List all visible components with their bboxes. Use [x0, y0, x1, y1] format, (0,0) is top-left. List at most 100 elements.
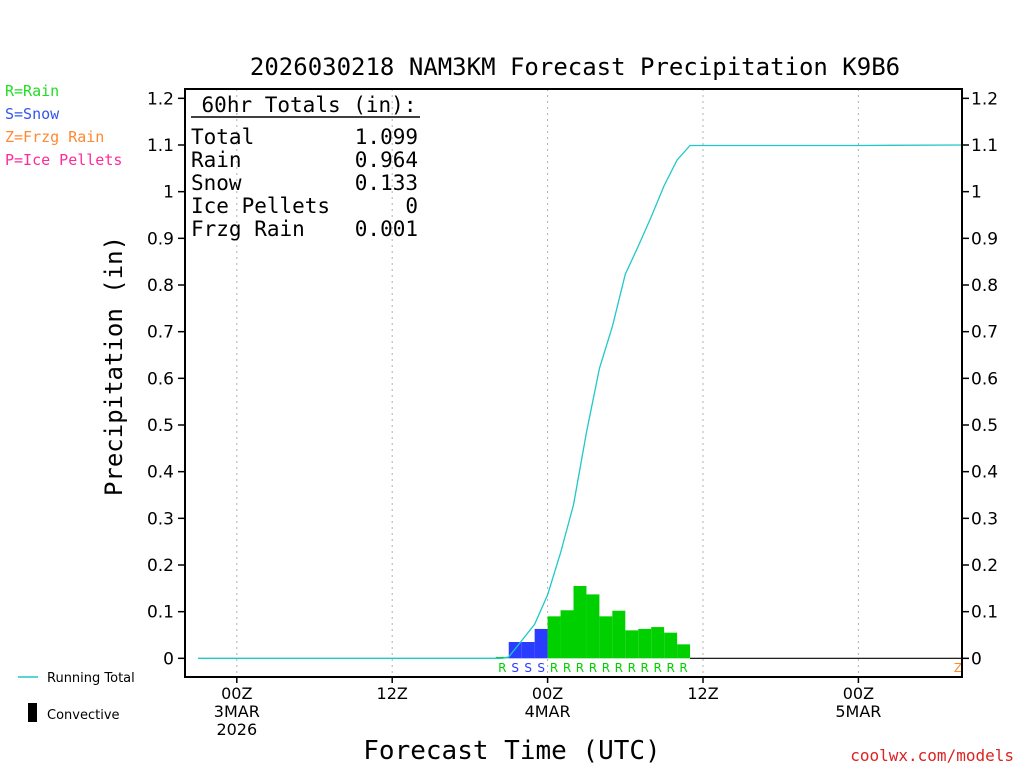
- ptype-label: R: [602, 661, 610, 675]
- ptype-label: R: [615, 661, 623, 675]
- ptype-label: R: [666, 661, 674, 675]
- bar-rain: [560, 610, 574, 659]
- ptype-label: R: [641, 661, 649, 675]
- y-tick-label-right: 0.6: [971, 369, 998, 389]
- x-tick-label: 00Z: [532, 684, 563, 703]
- ptype-label: S: [524, 661, 532, 675]
- totals-row-label: Rain: [191, 148, 242, 172]
- x-tick-label: 00Z: [221, 684, 252, 703]
- x-tick-label: 12Z: [687, 684, 718, 703]
- plot-frame: [184, 88, 963, 678]
- y-tick-label-left: 0.6: [147, 369, 174, 389]
- credit-text: coolwx.com/models: [850, 746, 1014, 765]
- totals-row-value: 0.964: [355, 148, 418, 172]
- totals-rows: Total 1.099 Rain 0.964 Snow 0.133 Ice Pellets 0…: [191, 125, 418, 241]
- ptype-label: R: [589, 661, 597, 675]
- bar-rain: [547, 616, 561, 659]
- bar-rain: [664, 632, 678, 659]
- ptype-label: R: [498, 661, 506, 675]
- x-tick-label: 5MAR: [835, 702, 881, 721]
- y-tick-label-right: 0.7: [971, 323, 998, 343]
- y-tick-label-left: 1: [163, 183, 174, 203]
- precip-bars: [495, 586, 962, 659]
- ptype-label: Z: [954, 661, 962, 675]
- y-tick-label-left: 0.5: [147, 416, 174, 436]
- ptype-label: R: [654, 661, 662, 675]
- y-tick-label-left: 0.8: [147, 276, 174, 296]
- x-tick-label: 12Z: [377, 684, 408, 703]
- ptype-label: R: [679, 661, 687, 675]
- ptype-legend-item: R=Rain: [5, 82, 59, 100]
- y-tick-label-left: 0.4: [147, 463, 174, 483]
- y-tick-label-left: 1.2: [147, 89, 174, 109]
- y-tick-label-right: 0.3: [971, 509, 998, 529]
- totals-row-value: 1.099: [355, 125, 418, 149]
- ptype-label: S: [537, 661, 545, 675]
- y-tick-label-left: 0: [163, 649, 174, 669]
- y-tick-label-right: 0.2: [971, 556, 998, 576]
- y-tick-label-right: 0: [971, 649, 982, 669]
- y-tick-label-left: 0.7: [147, 323, 174, 343]
- bar-snow: [508, 642, 522, 659]
- y-tick-label-right: 1.1: [971, 136, 998, 156]
- convective-swatch: [28, 703, 37, 722]
- totals-row-value: 0: [405, 194, 418, 218]
- bar-rain: [586, 594, 600, 659]
- y-tick-label-left: 0.1: [147, 603, 174, 623]
- bar-rain: [599, 616, 613, 659]
- bar-rain: [625, 630, 639, 659]
- totals-box: 60hr Totals (in): Total 1.099 Rain 0.964 Sno…: [191, 93, 420, 241]
- bar-rain: [495, 656, 509, 659]
- bar-rain: [677, 644, 691, 659]
- running-total-legend-label: Running Total: [47, 671, 135, 686]
- totals-row-value: 0.133: [355, 171, 418, 195]
- ptype-legend-item: S=Snow: [5, 105, 60, 123]
- y-tick-label-right: 0.9: [971, 229, 998, 249]
- bar-rain: [651, 627, 665, 659]
- x-tick-label: 00Z: [843, 684, 874, 703]
- totals-row-label: Snow: [191, 171, 242, 195]
- bar-snow: [534, 628, 548, 659]
- y-tick-label-left: 0.2: [147, 556, 174, 576]
- y-tick-label-right: 0.1: [971, 603, 998, 623]
- bar-rain: [612, 610, 626, 659]
- totals-row-label: Total: [191, 125, 254, 149]
- bar-rain: [638, 628, 652, 659]
- running-total-line: [197, 144, 963, 659]
- ptype-label: S: [511, 661, 519, 675]
- x-tick-label: 2026: [216, 720, 257, 739]
- x-axis-label: Forecast Time (UTC): [363, 736, 660, 766]
- ptype-label: R: [628, 661, 636, 675]
- y-tick-label-left: 1.1: [147, 136, 174, 156]
- ptype-label: R: [563, 661, 571, 675]
- totals-row-label: Frzg Rain: [191, 217, 305, 241]
- ptype-legend-item: Z=Frzg Rain: [5, 128, 104, 146]
- y-tick-label-right: 1: [971, 183, 982, 203]
- x-tick-label: 4MAR: [525, 702, 571, 721]
- y-tick-label-right: 0.5: [971, 416, 998, 436]
- ptype-label: R: [550, 661, 558, 675]
- y-axis: 0 0 0.1 0.1 0.2 0.2 0.3 0.3 0.4 0.4 0.5 0.5 0.6 0.6 0.…: [147, 89, 998, 669]
- chart-title: 2026030218 NAM3KM Forecast Precipitation…: [250, 53, 900, 81]
- y-tick-label-right: 0.4: [971, 463, 998, 483]
- bar-rain: [573, 586, 587, 659]
- bar-snow: [521, 642, 535, 659]
- y-tick-label-right: 0.8: [971, 276, 998, 296]
- ptype-legend: R=Rain S=Snow Z=Frzg Rain P=Ice Pellets: [5, 82, 122, 169]
- totals-header: 60hr Totals (in):: [202, 93, 417, 117]
- y-tick-label-left: 0.3: [147, 509, 174, 529]
- ptype-label: R: [576, 661, 584, 675]
- totals-row-value: 0.001: [355, 217, 418, 241]
- ptype-legend-item: P=Ice Pellets: [5, 151, 122, 169]
- grid-lines: [236, 89, 859, 677]
- y-tick-label-left: 0.9: [147, 229, 174, 249]
- convective-legend-label: Convective: [47, 708, 120, 723]
- bottom-legend: Running Total Convective: [18, 671, 135, 723]
- x-tick-label: 3MAR: [214, 702, 260, 721]
- y-tick-label-right: 1.2: [971, 89, 998, 109]
- y-axis-label: Precipitation (in): [100, 236, 128, 496]
